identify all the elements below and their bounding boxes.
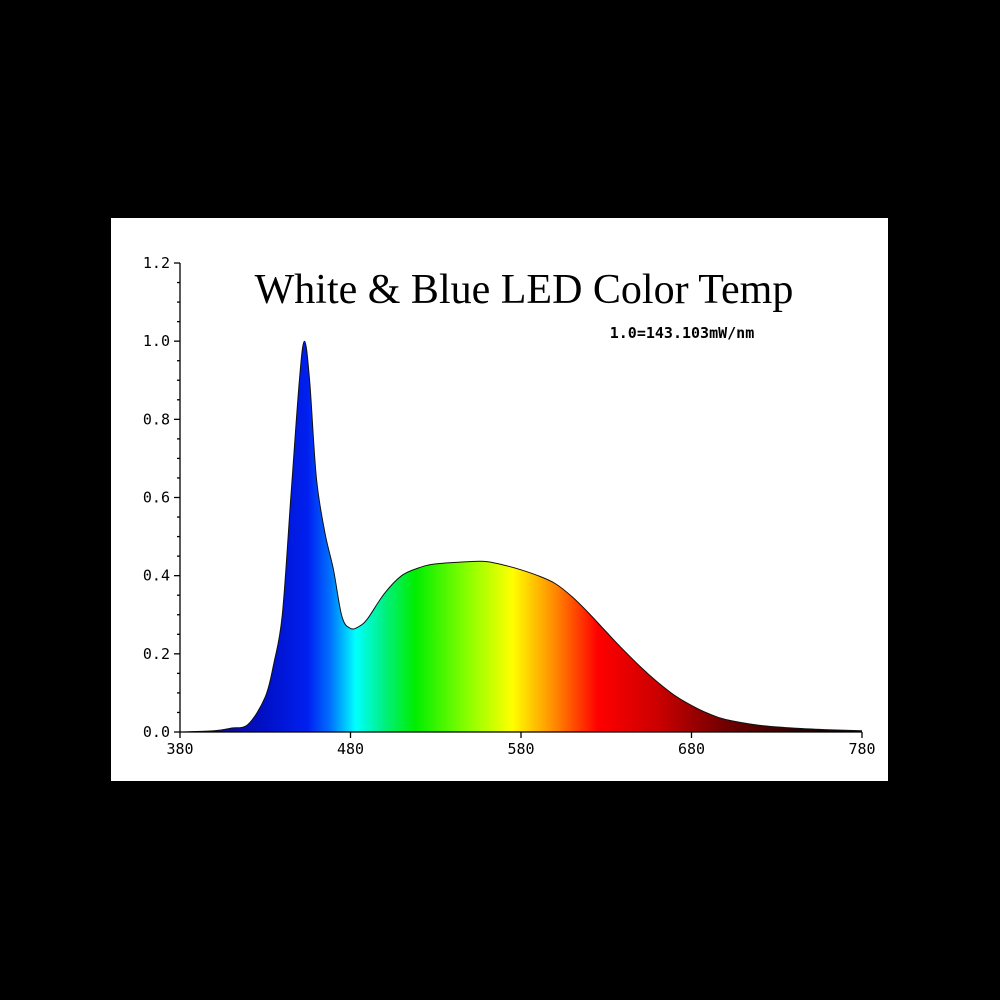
y-tick-label: 0.0 <box>143 723 170 741</box>
x-tick-label: 680 <box>678 740 705 758</box>
y-tick-label: 1.0 <box>143 332 170 350</box>
scale-annotation: 1.0=143.103mW/nm <box>610 324 755 342</box>
spectrum-line <box>179 340 863 733</box>
x-tick-label: 380 <box>166 740 193 758</box>
y-tick-label: 0.2 <box>143 645 170 663</box>
y-tick-label: 0.8 <box>143 410 170 428</box>
y-tick-label: 0.6 <box>143 489 170 507</box>
chart-title: White & Blue LED Color Temp <box>255 267 794 313</box>
tick-labels: 0.0 0.2 0.4 0.6 0.8 1.0 1.2 380 480 580 … <box>143 254 876 758</box>
axes <box>174 262 863 738</box>
spectrum-area <box>180 341 862 732</box>
y-tick-label: 1.2 <box>143 254 170 272</box>
x-tick-label: 480 <box>337 740 364 758</box>
y-tick-label: 0.4 <box>143 567 170 585</box>
x-tick-label: 780 <box>848 740 875 758</box>
x-tick-label: 580 <box>507 740 534 758</box>
